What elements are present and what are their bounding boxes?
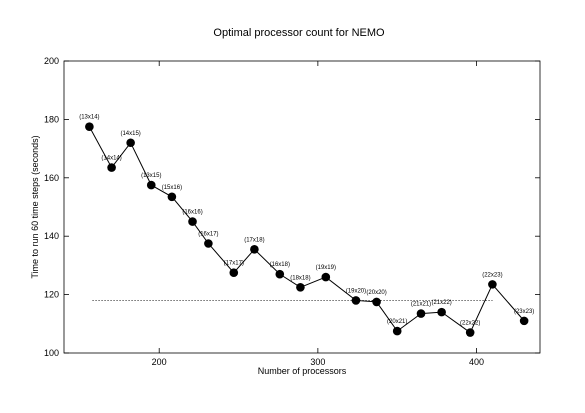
x-tick-label: 300: [310, 357, 325, 367]
data-label: (13x15): [141, 173, 161, 179]
data-label: (13x14): [79, 115, 99, 121]
data-label: (22x22): [460, 321, 480, 327]
data-point: [488, 280, 497, 289]
data-point: [250, 245, 259, 254]
data-label: (21x22): [431, 300, 451, 306]
data-point: [321, 272, 331, 282]
data-point: [351, 296, 361, 305]
data-label: (16x16): [182, 210, 202, 216]
data-label: (14x14): [101, 156, 121, 162]
data-label: (14x15): [120, 131, 140, 137]
data-point: [167, 192, 177, 202]
x-tick-label: 400: [469, 357, 484, 367]
data-label: (18x18): [290, 275, 310, 281]
data-point: [85, 122, 94, 131]
y-axis-label: Time to run 60 time steps (seconds): [30, 135, 40, 278]
data-label: (15x16): [162, 185, 182, 191]
data-label: (23x23): [514, 309, 534, 315]
y-tick-label: 100: [44, 348, 59, 358]
data-point: [437, 307, 446, 317]
data-point: [146, 180, 156, 190]
x-axis-label: Number of processors: [258, 366, 347, 376]
data-label: (20x21): [387, 319, 407, 325]
data-point: [229, 268, 239, 278]
data-point: [465, 328, 475, 337]
data-label: (20x20): [366, 290, 386, 296]
x-tick-label: 200: [152, 357, 167, 367]
data-point: [275, 269, 285, 279]
data-point: [204, 239, 213, 248]
data-label: (22x23): [482, 272, 502, 278]
data-label: (21x21): [411, 302, 431, 308]
data-label: (16x18): [270, 262, 290, 268]
data-point: [519, 316, 529, 326]
series-line: [88, 126, 525, 334]
data-label: (19x20): [346, 288, 366, 294]
data-label: (16x17): [198, 232, 218, 238]
y-tick-label: 120: [44, 290, 59, 300]
data-labels: (13x14) (14x14) (14x15) (13x15)(15x16) (16x1…: [79, 115, 534, 327]
data-point: [392, 326, 402, 336]
data-label: (17x17): [224, 261, 244, 267]
y-tick-label: 160: [44, 173, 59, 183]
y-tick-label: 200: [44, 56, 59, 66]
plot-frame: [63, 60, 541, 354]
y-tick-label: 140: [44, 231, 59, 241]
data-point: [107, 163, 116, 172]
y-axis: 100 120 140 160 180 200: [44, 56, 540, 358]
data-point: [296, 283, 305, 292]
data-point: [188, 217, 197, 226]
data-points: [85, 122, 529, 337]
y-tick-label: 180: [44, 114, 59, 124]
data-point: [416, 309, 426, 318]
data-point: [372, 297, 381, 307]
data-label: (19x19): [316, 265, 336, 271]
data-label: (17x18): [244, 237, 264, 243]
chart-title: Optimal processor count for NEMO: [213, 27, 385, 39]
x-axis: 200 300 400: [152, 61, 484, 367]
data-point: [126, 138, 135, 148]
